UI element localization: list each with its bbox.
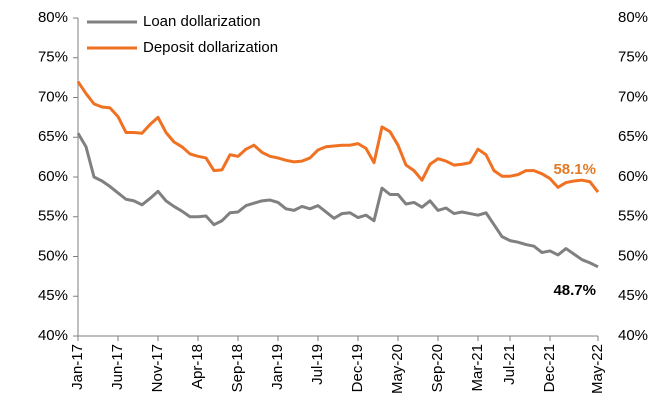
x-tick-label: Dec-21 xyxy=(541,344,558,392)
x-tick-label: May-20 xyxy=(389,344,406,394)
x-tick-label: Jul-21 xyxy=(501,344,518,385)
x-tick-label: Nov-17 xyxy=(149,344,166,392)
legend-label: Loan dollarization xyxy=(143,13,261,30)
value-label: 58.1% xyxy=(553,161,596,178)
value-label: 48.7% xyxy=(553,282,596,299)
y2-tick-label: 50% xyxy=(618,247,648,264)
y2-tick-label: 60% xyxy=(618,168,648,185)
x-tick-label: Apr-18 xyxy=(189,344,206,389)
x-tick-label: Jun-17 xyxy=(109,344,126,390)
y2-tick-label: 45% xyxy=(618,287,648,304)
legend-label: Deposit dollarization xyxy=(143,39,278,56)
x-tick-label: Sep-20 xyxy=(429,344,446,392)
y2-tick-label: 55% xyxy=(618,208,648,225)
y2-tick-label: 65% xyxy=(618,128,648,145)
y-tick-label: 50% xyxy=(38,247,68,264)
x-tick-label: Sep-18 xyxy=(229,344,246,392)
y2-tick-label: 70% xyxy=(618,88,648,105)
y-tick-label: 55% xyxy=(38,208,68,225)
y-tick-label: 80% xyxy=(38,9,68,26)
x-tick-label: Jan-19 xyxy=(269,344,286,390)
y-tick-label: 65% xyxy=(38,128,68,145)
y2-tick-label: 40% xyxy=(618,327,648,344)
series-line xyxy=(76,132,599,269)
x-tick-label: Jan-17 xyxy=(69,344,86,390)
y2-tick-label: 80% xyxy=(618,9,648,26)
y-tick-label: 45% xyxy=(38,287,68,304)
series-line xyxy=(76,80,600,194)
y-tick-label: 40% xyxy=(38,327,68,344)
x-tick-label: Jul-19 xyxy=(309,344,326,385)
y-tick-label: 60% xyxy=(38,168,68,185)
x-tick-label: May-22 xyxy=(589,344,606,394)
y-tick-label: 70% xyxy=(38,88,68,105)
y-tick-label: 75% xyxy=(38,49,68,66)
y2-tick-label: 75% xyxy=(618,49,648,66)
x-tick-label: Mar-21 xyxy=(469,344,486,392)
x-tick-label: Dec-19 xyxy=(349,344,366,392)
